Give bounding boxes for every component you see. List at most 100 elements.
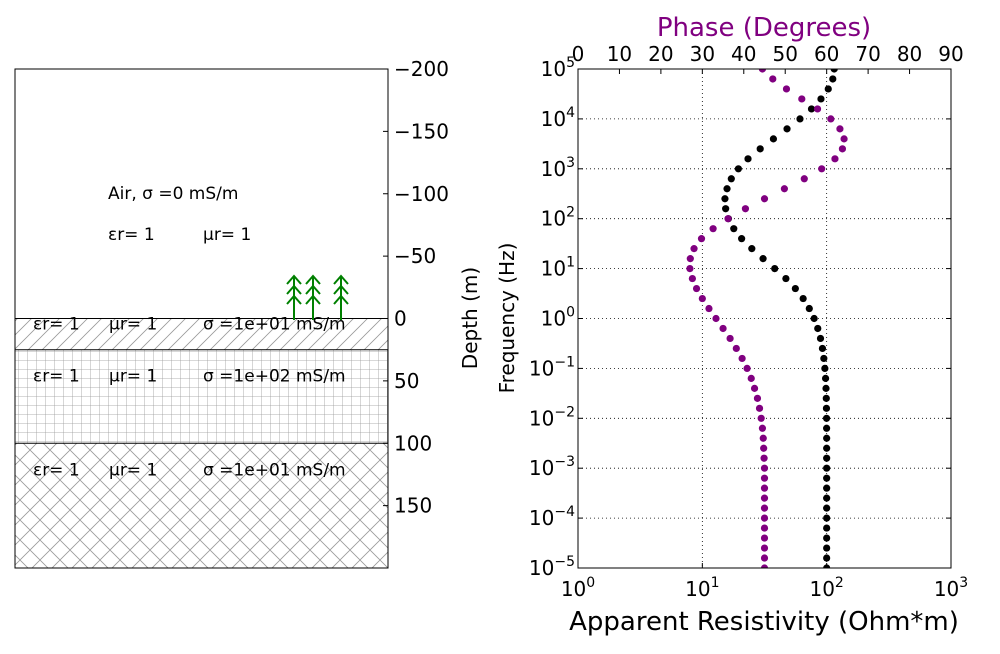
phase-tick-label: 90 bbox=[938, 42, 963, 66]
resistivity-point bbox=[823, 454, 831, 462]
phase-point bbox=[831, 155, 839, 163]
resistivity-point bbox=[727, 175, 735, 183]
phase-point bbox=[757, 414, 765, 422]
depth-tick-label: 0 bbox=[394, 307, 407, 331]
resistivity-point bbox=[822, 414, 831, 422]
resistivity-point bbox=[744, 155, 752, 163]
phase-point bbox=[709, 225, 717, 233]
phase-point bbox=[769, 75, 777, 83]
layer-0 bbox=[15, 69, 388, 319]
resistivity-point bbox=[823, 534, 831, 542]
depth-tick-label: 50 bbox=[394, 369, 419, 393]
phase-point bbox=[750, 384, 759, 392]
resistivity-axis-label: Apparent Resistivity (Ohm*m) bbox=[569, 607, 959, 637]
resistivity-point bbox=[817, 95, 825, 103]
phase-tick-label: 80 bbox=[897, 42, 922, 66]
layer-1 bbox=[15, 318, 388, 350]
frequency-tick-label: 103 bbox=[541, 155, 575, 181]
resistivity-point bbox=[814, 324, 822, 333]
phase-point bbox=[758, 424, 767, 432]
phase-tick-label: 60 bbox=[814, 42, 839, 66]
phase-point bbox=[712, 314, 720, 323]
phase-point bbox=[760, 524, 769, 532]
phase-point bbox=[760, 504, 769, 512]
resistivity-point bbox=[821, 364, 829, 372]
resistivity-point bbox=[791, 284, 799, 293]
resistivity-point bbox=[783, 125, 791, 133]
phase-point bbox=[760, 464, 769, 472]
plot-grid bbox=[577, 68, 952, 569]
resistivity-point bbox=[796, 115, 804, 123]
phase-tick-label: 30 bbox=[690, 42, 715, 66]
layer-0-eps-label: εr= 1 bbox=[108, 225, 155, 245]
phase-point bbox=[755, 404, 764, 412]
phase-point bbox=[836, 125, 844, 133]
tree-antenna-icon bbox=[305, 274, 321, 320]
phase-point bbox=[690, 245, 698, 253]
phase-point bbox=[838, 145, 847, 153]
layer-2-mu-label: μr= 1 bbox=[109, 367, 157, 387]
resistivity-point bbox=[805, 304, 813, 313]
phase-point bbox=[798, 95, 806, 103]
frequency-tick-label: 102 bbox=[541, 205, 575, 231]
phase-point bbox=[800, 175, 808, 183]
depth-axis-label: Depth (m) bbox=[458, 267, 482, 369]
frequency-tick-label: 10−3 bbox=[529, 454, 575, 480]
resistivity-point bbox=[820, 354, 828, 363]
resistivity-point bbox=[723, 185, 731, 193]
frequency-tick-label: 105 bbox=[541, 55, 575, 81]
phase-point bbox=[692, 284, 701, 293]
frequency-tick-label: 104 bbox=[541, 105, 575, 131]
phase-point bbox=[697, 235, 706, 243]
phase-point bbox=[760, 444, 768, 452]
tree-antenna-icon bbox=[333, 274, 349, 320]
phase-point bbox=[732, 344, 740, 353]
resistivity-point bbox=[816, 334, 825, 343]
resistivity-point bbox=[721, 195, 729, 203]
phase-point bbox=[719, 324, 727, 333]
phase-point bbox=[760, 454, 768, 462]
phase-tick-label: 20 bbox=[648, 42, 673, 66]
depth-tick-label: 100 bbox=[394, 431, 432, 455]
phase-point bbox=[760, 484, 769, 492]
receiver-trees bbox=[286, 274, 349, 320]
resistivity-point bbox=[730, 225, 738, 233]
layer-2-sigma-label: σ =1e+02 mS/m bbox=[203, 367, 346, 387]
frequency-tick-label: 100 bbox=[541, 305, 575, 331]
phase-point bbox=[813, 105, 822, 113]
phase-point bbox=[741, 205, 750, 213]
phase-point bbox=[747, 374, 755, 382]
phase-point bbox=[818, 165, 826, 173]
phase-tick-label: 10 bbox=[607, 42, 632, 66]
phase-point bbox=[759, 434, 767, 442]
frequency-tick-label: 10−2 bbox=[529, 404, 575, 430]
resistivity-point bbox=[771, 265, 779, 273]
layer-1-sigma-label: σ =1e+01 mS/m bbox=[203, 315, 346, 335]
phase-tick-label: 70 bbox=[855, 42, 880, 66]
layer-3 bbox=[15, 443, 388, 568]
resistivity-point bbox=[799, 294, 807, 303]
phase-tick-label: 50 bbox=[772, 42, 797, 66]
frequency-tick-label: 10−1 bbox=[529, 354, 575, 380]
depth-tick-label: −150 bbox=[394, 119, 449, 143]
layer-3-sigma-label: σ =1e+01 mS/m bbox=[203, 460, 346, 480]
series-apparent-resistivity bbox=[721, 69, 838, 568]
resistivity-tick-labels: 100 101 102 103 bbox=[561, 563, 968, 601]
depth-tick-label: −50 bbox=[394, 244, 436, 268]
resistivity-point bbox=[823, 444, 831, 452]
resistivity-point bbox=[769, 135, 778, 143]
resistivity-point bbox=[818, 344, 827, 353]
depth-tick-label: 150 bbox=[394, 494, 432, 518]
resistivity-point bbox=[823, 474, 831, 482]
phase-tick-labels: 0 10 20 30 40 50 60 70 80 90 bbox=[572, 42, 964, 74]
resistivity-point bbox=[823, 514, 831, 522]
layered-earth-model: Air, σ =0 mS/m εr= 1 μr= 1 εr= 1 μr= 1 σ =1e+… bbox=[14, 57, 482, 569]
phase-point bbox=[760, 534, 769, 542]
phase-axis-label: Phase (Degrees) bbox=[657, 13, 871, 43]
depth-axis: −200 −150 −100 −50 0 50 100 150 bbox=[383, 57, 449, 518]
phase-point bbox=[688, 274, 696, 283]
resistivity-point bbox=[734, 165, 742, 173]
